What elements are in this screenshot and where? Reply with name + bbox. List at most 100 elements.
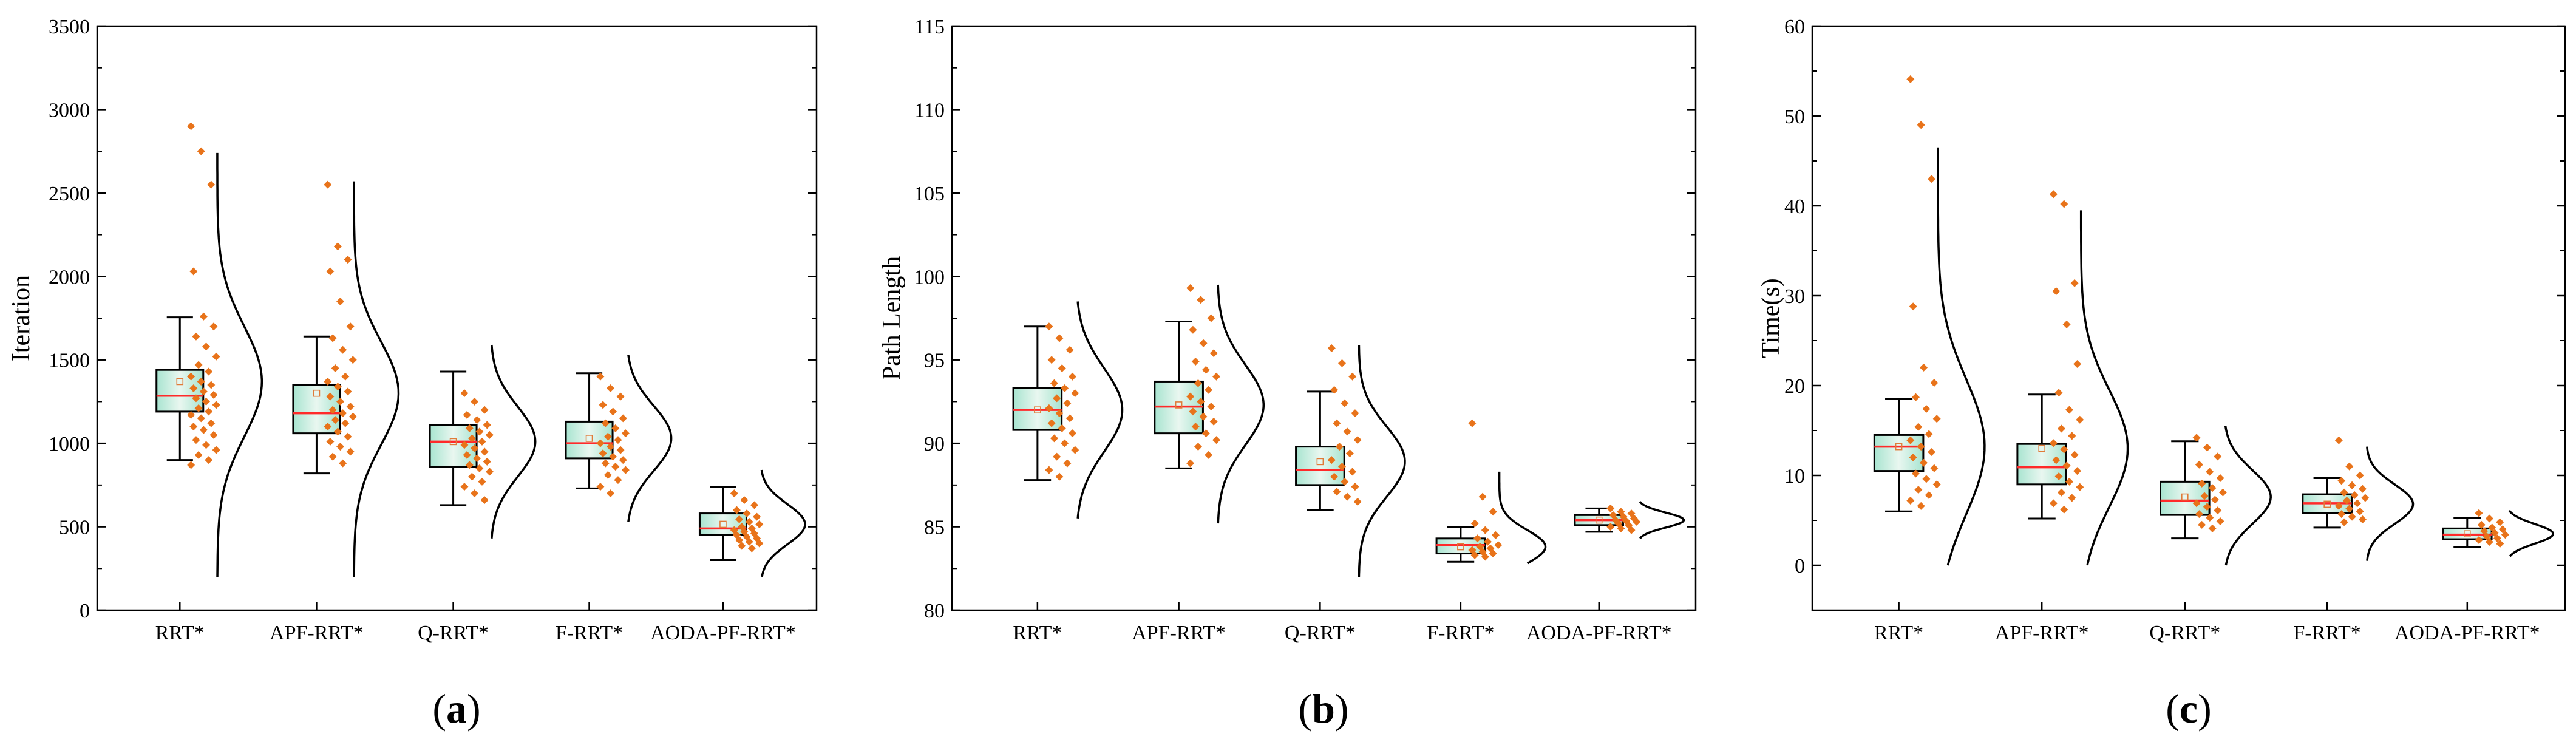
distribution-curve [1639,501,1685,539]
data-point [2198,520,2206,529]
data-point [1928,175,1936,183]
data-point [346,447,355,456]
data-point [614,436,622,444]
data-point [194,404,203,412]
data-point [2065,477,2073,486]
data-point [1345,449,1354,458]
data-point [1209,417,1218,426]
data-point [2073,467,2081,475]
distribution-curve [491,344,537,539]
mean-marker [1034,406,1041,413]
data-point [621,466,630,474]
panel-c: 0 10 20 30 40 50 60 RRT* APF-RRT* Q-RRT* F-RRT* AOD… [1757,16,2566,732]
data-point [743,509,751,518]
data-point [1912,393,1920,401]
data-point [611,463,620,471]
data-point [2214,452,2222,461]
data-point [2348,481,2356,489]
data-point [2052,287,2061,296]
data-point [2496,518,2504,526]
data-point [596,372,605,381]
panel-label-b-letter: b [1312,685,1335,732]
mean-marker [2038,444,2045,452]
x-tick-label-c: Q-RRT* [2149,622,2220,644]
data-point [1348,468,1357,476]
data-point [735,536,744,545]
data-point [747,544,756,553]
data-point [344,256,352,264]
distribution-curve [1217,284,1265,524]
data-point [205,456,213,464]
data-point [187,122,195,131]
data-point [1197,296,1205,304]
data-point [1327,344,1336,352]
y-tick-label-b: 80 [924,600,945,622]
data-point [2076,483,2084,491]
data-point [1053,452,1061,461]
y-tick-label-c: 50 [1784,106,1805,128]
data-point [324,180,332,189]
data-point [2208,484,2217,492]
data-point [1928,448,1936,457]
data-point [1053,394,1061,403]
data-point [207,419,216,427]
data-point [1470,551,1479,559]
data-point [348,412,357,421]
data-point [2483,532,2491,541]
data-point [460,483,469,491]
data-point [346,322,355,331]
data-point [331,416,339,424]
data-point [199,387,208,396]
data-point [1906,436,1915,444]
data-point [596,483,605,491]
data-point [187,410,195,419]
x-tick-label-b: AODA-PF-RRT* [1526,622,1672,644]
data-point [336,397,345,406]
data-point [1061,384,1069,392]
data-point [611,424,620,432]
data-point [614,476,622,485]
data-point [212,401,220,409]
data-point [324,423,332,431]
data-point [1335,443,1344,451]
y-tick-label-c: 30 [1784,285,1805,308]
data-point [1478,492,1487,501]
data-point [1617,524,1625,532]
mean-marker [313,389,321,397]
y-tick-label-a: 2500 [49,183,90,205]
data-point [1343,427,1351,436]
data-point [1489,508,1497,516]
data-point [755,539,764,548]
data-point [1212,372,1220,381]
data-point [2203,503,2211,511]
plot-frame-c [1811,25,2566,611]
panel-label-c-close: ) [2198,685,2212,732]
data-point [1186,392,1195,401]
data-point [333,242,342,251]
data-point [2340,518,2348,526]
data-point [1930,464,1939,472]
distribution-curve [627,355,673,522]
data-point [1338,463,1347,471]
distribution-curve [2079,210,2129,566]
panel-label-b-close: ) [1335,685,1349,732]
data-point [192,436,200,444]
data-point [1470,519,1479,528]
data-point [1920,363,1928,372]
data-point [596,439,605,447]
data-point [1327,456,1336,464]
data-point [1201,429,1210,438]
y-tick-label-a: 3000 [49,99,90,121]
data-point [2054,389,2063,397]
x-tick-label-c: AODA-PF-RRT* [2394,622,2540,644]
data-point [1481,553,1489,561]
data-point [2195,510,2203,519]
data-point [2337,477,2346,485]
data-point [1063,399,1072,407]
data-point [1925,491,1933,500]
mean-marker [2464,530,2471,538]
data-point [2057,488,2065,497]
box-iqr [2160,480,2211,516]
data-point [745,517,753,526]
data-point [478,477,486,486]
